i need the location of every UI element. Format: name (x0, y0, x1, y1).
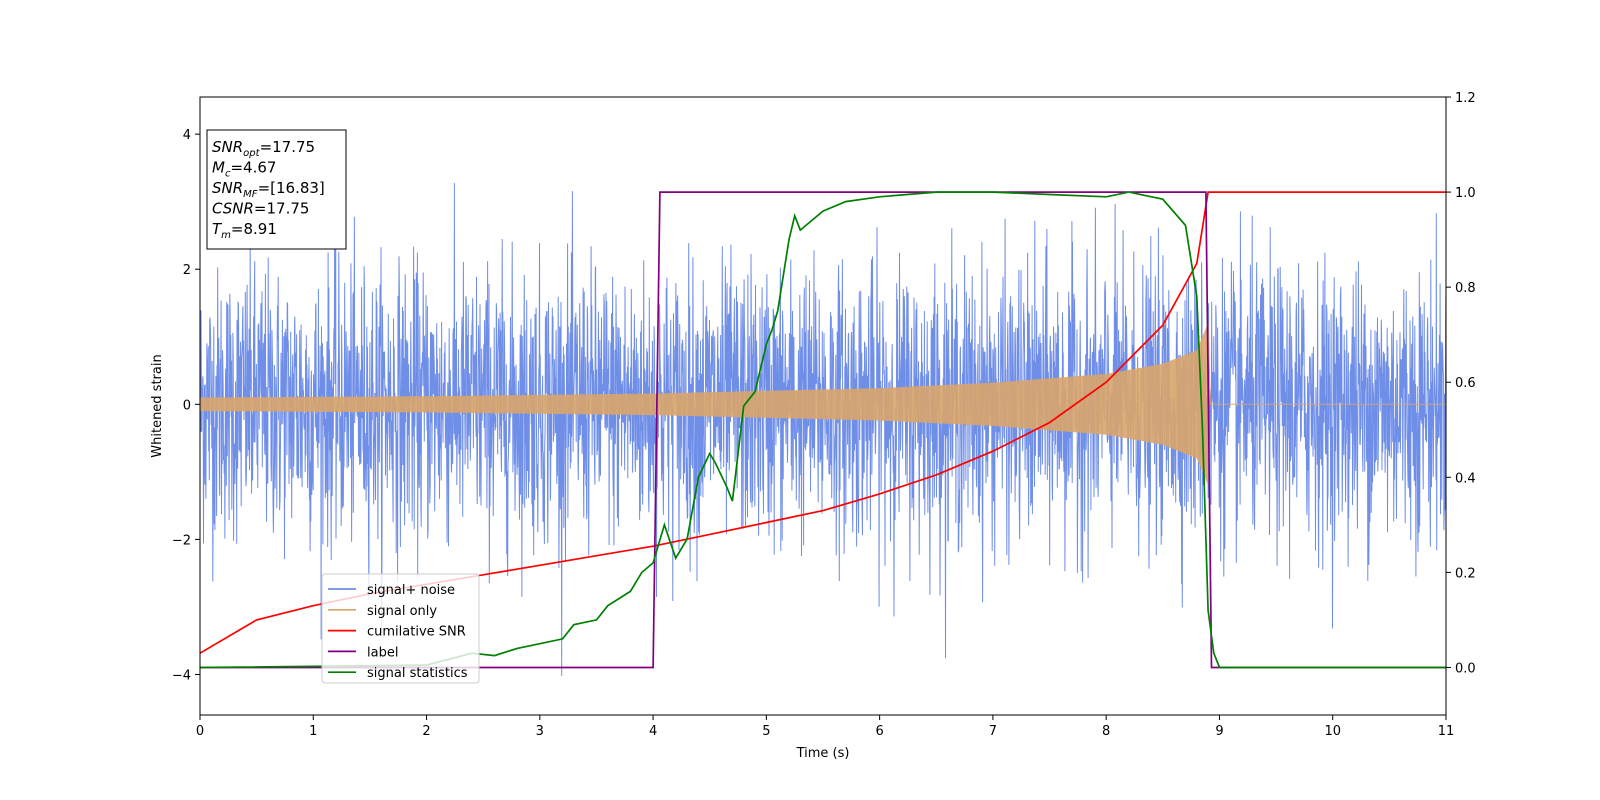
y-tick-label-right: 0.4 (1455, 471, 1476, 486)
x-tick-label: 8 (1102, 724, 1110, 739)
y-tick-label-left: −2 (172, 533, 191, 548)
legend-label: signal+ noise (367, 583, 455, 598)
legend-label: label (367, 645, 398, 660)
signal-only-line (200, 323, 1446, 485)
legend-item: label (328, 645, 398, 660)
info-box-frame (206, 129, 347, 250)
y-tick-label-right: 0.6 (1455, 376, 1476, 391)
y-tick-label-left: 2 (183, 263, 191, 278)
x-tick-label: 0 (196, 724, 204, 739)
y-tick-label-right: 0.2 (1455, 566, 1476, 581)
x-tick-label: 9 (1215, 724, 1223, 739)
info-line: Mc=4.67 (212, 159, 276, 180)
x-tick-label: 7 (989, 724, 997, 739)
info-line: SNRMF=[16.83] (212, 179, 325, 200)
legend-item: signal only (328, 604, 437, 619)
y-axis-label-left: Whitened strain (150, 354, 165, 457)
x-tick-label: 1 (309, 724, 317, 739)
x-tick-label: 5 (762, 724, 770, 739)
x-tick-label: 11 (1438, 724, 1455, 739)
axes-layer: 0 1 2 3 4 5 6 7 8 9 10 11 −4 −2 0 2 4 0.0 0.2 0.4 0.6 0.8 1.0 1… (172, 91, 1476, 739)
y-tick-label-left: 0 (183, 398, 191, 413)
legend-frame (321, 573, 480, 684)
info-box: SNRopt=17.75Mc=4.67SNRMF=[16.83]CSNR=17.… (206, 129, 347, 250)
legend: signal+ noise signal only cumilative SNR la… (321, 573, 480, 684)
x-axis-label: Time (s) (796, 746, 850, 761)
legend-label: signal only (367, 604, 437, 619)
y-tick-label-left: −4 (172, 668, 191, 683)
x-tick-label: 6 (875, 724, 883, 739)
x-tick-label: 2 (422, 724, 430, 739)
x-tick-label: 4 (649, 724, 657, 739)
y-tick-label-right: 0.8 (1455, 281, 1476, 296)
legend-item: signal+ noise (328, 583, 455, 598)
legend-label: cumilative SNR (367, 625, 466, 640)
info-line: SNRopt=17.75 (212, 138, 315, 159)
y-tick-label-left: 4 (183, 128, 191, 143)
y-tick-label-right: 1.0 (1455, 186, 1476, 201)
y-tick-label-right: 1.2 (1455, 91, 1476, 106)
signal-statistics-line (200, 191, 1446, 669)
x-tick-label: 10 (1324, 724, 1341, 739)
plot-frame (199, 96, 1447, 716)
x-tick-label: 3 (536, 724, 544, 739)
info-line: CSNR=17.75 (212, 200, 309, 218)
info-line: Tm=8.91 (212, 220, 277, 241)
y-tick-label-right: 0.0 (1455, 661, 1476, 676)
legend-item: cumilative SNR (328, 625, 466, 640)
legend-label: signal statistics (367, 666, 468, 681)
legend-item: signal statistics (328, 666, 468, 681)
